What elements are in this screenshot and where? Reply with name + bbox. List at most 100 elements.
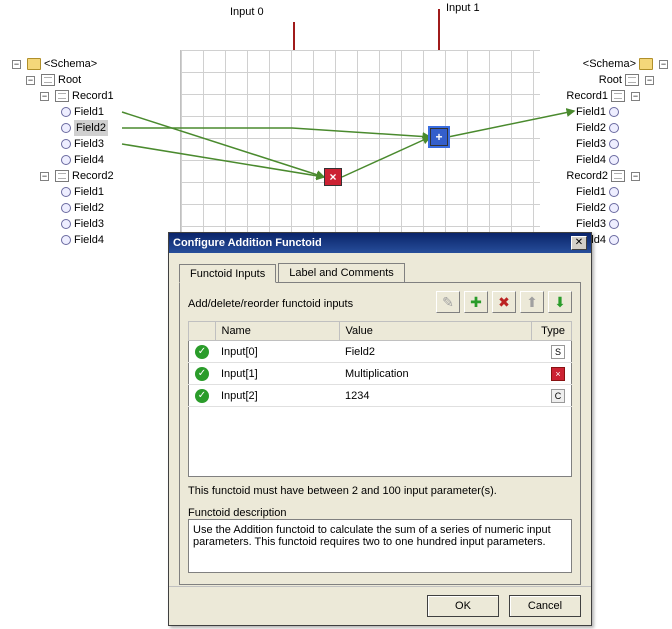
field-icon xyxy=(61,235,71,245)
expand-icon[interactable]: − xyxy=(26,76,35,85)
tree-field[interactable]: Field3 xyxy=(576,136,606,152)
edit-input-button[interactable]: ✎ xyxy=(436,291,460,313)
tree-label: Record1 xyxy=(566,88,608,104)
check-icon: ✓ xyxy=(195,389,209,403)
field-icon xyxy=(609,107,619,117)
expand-icon[interactable]: − xyxy=(40,92,49,101)
delete-input-button[interactable]: ✖ xyxy=(492,291,516,313)
table-row[interactable]: ✓Input[2]1234C xyxy=(189,385,572,407)
field-icon xyxy=(609,139,619,149)
inputs-table[interactable]: Name Value Type ✓Input[0]Field2S✓Input[1… xyxy=(188,321,572,477)
field-icon xyxy=(61,155,71,165)
cell-value: Field2 xyxy=(339,341,532,363)
callout-input1: Input 1 xyxy=(446,2,480,14)
dialog-title: Configure Addition Functoid xyxy=(173,237,571,249)
expand-icon[interactable]: − xyxy=(12,60,21,69)
tab-functoid-inputs[interactable]: Functoid Inputs xyxy=(179,264,276,283)
ok-button[interactable]: OK xyxy=(427,595,499,617)
tree-label: Record2 xyxy=(566,168,608,184)
tree-field[interactable]: Field3 xyxy=(74,216,104,232)
cell-value: Multiplication xyxy=(339,363,532,385)
node-icon xyxy=(41,74,55,86)
field-icon xyxy=(609,187,619,197)
field-icon xyxy=(61,203,71,213)
tree-field[interactable]: Field2 xyxy=(576,120,606,136)
cell-name: Input[2] xyxy=(215,385,339,407)
description-label: Functoid description xyxy=(188,507,572,519)
cancel-button[interactable]: Cancel xyxy=(509,595,581,617)
source-schema-label: <Schema> xyxy=(44,56,97,72)
field-icon xyxy=(609,123,619,133)
panel-subtitle: Add/delete/reorder functoid inputs xyxy=(188,298,436,310)
field-icon xyxy=(61,123,71,133)
table-empty-area xyxy=(189,407,572,477)
move-down-button[interactable]: ⬇ xyxy=(548,291,572,313)
field-icon xyxy=(609,219,619,229)
functoid-addition[interactable]: + xyxy=(430,128,448,146)
tree-label: Record1 xyxy=(72,88,114,104)
field-icon xyxy=(61,187,71,197)
arrow-up-icon: ⬆ xyxy=(526,294,538,311)
col-type[interactable]: Type xyxy=(532,322,572,341)
description-textarea[interactable] xyxy=(188,519,572,573)
node-icon xyxy=(611,90,625,102)
tree-field[interactable]: Field3 xyxy=(576,216,606,232)
field-icon xyxy=(61,219,71,229)
tree-field[interactable]: Field2 xyxy=(576,200,606,216)
type-functoid-icon: × xyxy=(551,367,565,381)
callout-input0: Input 0 xyxy=(230,6,264,18)
tree-field[interactable]: Field1 xyxy=(74,104,104,120)
tree-field[interactable]: Field1 xyxy=(74,184,104,200)
functoid-multiplication[interactable]: × xyxy=(324,168,342,186)
col-name[interactable]: Name xyxy=(215,322,339,341)
col-value[interactable]: Value xyxy=(339,322,532,341)
tab-panel: Add/delete/reorder functoid inputs ✎ ✚ ✖… xyxy=(179,283,581,585)
tree-field[interactable]: Field4 xyxy=(74,232,104,248)
tree-field[interactable]: Field4 xyxy=(74,152,104,168)
x-icon: ✖ xyxy=(498,294,510,311)
tree-field[interactable]: Field1 xyxy=(576,104,606,120)
configure-functoid-dialog: Configure Addition Functoid ✕ Functoid I… xyxy=(168,232,592,626)
tree-label: Record2 xyxy=(72,168,114,184)
tree-field[interactable]: Field1 xyxy=(576,184,606,200)
functoid-glyph: + xyxy=(435,130,442,144)
tree-label: Root xyxy=(58,72,81,88)
dialog-titlebar[interactable]: Configure Addition Functoid ✕ xyxy=(169,233,591,253)
node-icon xyxy=(611,170,625,182)
pencil-icon: ✎ xyxy=(442,294,454,311)
tree-field[interactable]: Field2 xyxy=(74,200,104,216)
tabstrip: Functoid Inputs Label and Comments xyxy=(179,263,581,283)
arrow-down-icon: ⬇ xyxy=(554,294,566,311)
expand-icon[interactable]: − xyxy=(631,92,640,101)
tab-label-comments[interactable]: Label and Comments xyxy=(278,263,405,282)
destination-schema-tree[interactable]: <Schema>− Root− Record1− Field1 Field2 F… xyxy=(548,56,668,248)
field-icon xyxy=(61,139,71,149)
table-row[interactable]: ✓Input[1]Multiplication× xyxy=(189,363,572,385)
table-row[interactable]: ✓Input[0]Field2S xyxy=(189,341,572,363)
tree-field[interactable]: Field4 xyxy=(576,152,606,168)
type-schema-icon: S xyxy=(551,345,565,359)
expand-icon[interactable]: − xyxy=(645,76,654,85)
tree-field-selected[interactable]: Field2 xyxy=(74,120,108,136)
dialog-footer: OK Cancel xyxy=(169,586,591,625)
cell-value: 1234 xyxy=(339,385,532,407)
add-input-button[interactable]: ✚ xyxy=(464,291,488,313)
close-icon[interactable]: ✕ xyxy=(571,236,587,250)
node-icon xyxy=(55,90,69,102)
expand-icon[interactable]: − xyxy=(40,172,49,181)
cell-name: Input[0] xyxy=(215,341,339,363)
tree-label: Root xyxy=(599,72,622,88)
check-icon: ✓ xyxy=(195,367,209,381)
node-icon xyxy=(625,74,639,86)
expand-icon[interactable]: − xyxy=(659,60,668,69)
tree-field[interactable]: Field3 xyxy=(74,136,104,152)
move-up-button[interactable]: ⬆ xyxy=(520,291,544,313)
field-icon xyxy=(61,107,71,117)
source-schema-tree[interactable]: −<Schema> −Root −Record1 Field1 Field2 F… xyxy=(12,56,172,248)
expand-icon[interactable]: − xyxy=(631,172,640,181)
folder-icon xyxy=(639,58,653,70)
plus-icon: ✚ xyxy=(470,294,482,311)
field-icon xyxy=(609,235,619,245)
mapping-grid[interactable] xyxy=(180,50,540,240)
field-icon xyxy=(609,203,619,213)
